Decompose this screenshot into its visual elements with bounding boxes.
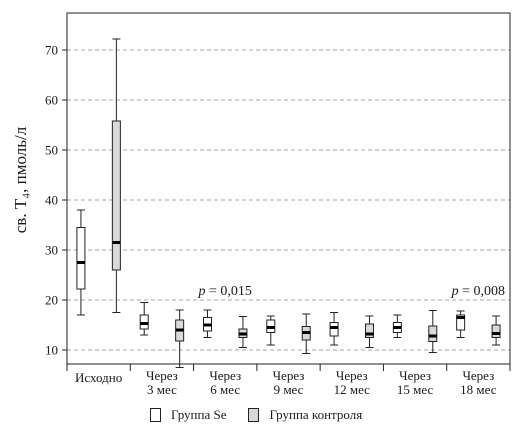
x-category-label: Через xyxy=(273,368,305,383)
box-control xyxy=(301,313,311,354)
x-category-label: 6 мес xyxy=(210,382,240,397)
box-se xyxy=(266,315,276,346)
y-tick-label: 40 xyxy=(45,193,58,208)
y-axis-label: св. Т₄, пмоль/л xyxy=(11,126,30,233)
x-category-label: 3 мес xyxy=(147,382,177,397)
x-category-label: 12 мес xyxy=(334,382,371,397)
grid-lines xyxy=(67,49,510,351)
x-category-label: 15 мес xyxy=(397,382,434,397)
box-control xyxy=(491,315,501,346)
box-control xyxy=(428,310,438,353)
y-tick-label: 60 xyxy=(45,93,58,108)
box-control xyxy=(111,38,121,313)
box xyxy=(491,324,501,338)
box-series xyxy=(76,38,501,368)
y-tick-label: 70 xyxy=(45,43,58,58)
p-value-annotation: p = 0,015 xyxy=(198,284,252,299)
x-category-label: 18 мес xyxy=(460,382,497,397)
plot-frame xyxy=(66,12,511,365)
box-se xyxy=(76,209,86,316)
box-control xyxy=(365,315,375,348)
x-category-label: Через xyxy=(399,368,431,383)
legend-label-se: Группа Se xyxy=(171,407,227,422)
box-se xyxy=(329,312,339,346)
box xyxy=(76,227,86,290)
y-tick-label: 10 xyxy=(45,343,58,358)
p-value-annotation: p = 0,008 xyxy=(451,284,505,299)
box-se xyxy=(456,310,466,338)
box-se xyxy=(139,302,149,336)
legend-label-control: Группа контроля xyxy=(269,407,363,422)
y-tick-label: 20 xyxy=(45,293,58,308)
x-category-label: Через xyxy=(209,368,241,383)
x-category-label: Через xyxy=(462,368,494,383)
box xyxy=(365,323,375,338)
legend: Группа Se Группа контроля xyxy=(150,407,384,423)
x-category-label: Через xyxy=(146,368,178,383)
box xyxy=(456,314,466,331)
box-se xyxy=(392,314,402,338)
y-tick-label: 50 xyxy=(45,143,58,158)
legend-swatch-se xyxy=(150,408,161,422)
box-se xyxy=(202,309,212,338)
legend-item-control: Группа контроля xyxy=(248,407,362,423)
box-control xyxy=(175,309,185,368)
y-tick-label: 30 xyxy=(45,243,58,258)
x-category-label: 9 мес xyxy=(274,382,304,397)
legend-swatch-control xyxy=(248,408,260,422)
box xyxy=(428,325,438,342)
box-control xyxy=(238,316,248,348)
x-category-label: Через xyxy=(336,368,368,383)
legend-item-se: Группа Se xyxy=(150,407,226,423)
x-category-label: Исходно xyxy=(75,370,122,385)
box xyxy=(329,322,339,337)
box xyxy=(111,120,121,271)
